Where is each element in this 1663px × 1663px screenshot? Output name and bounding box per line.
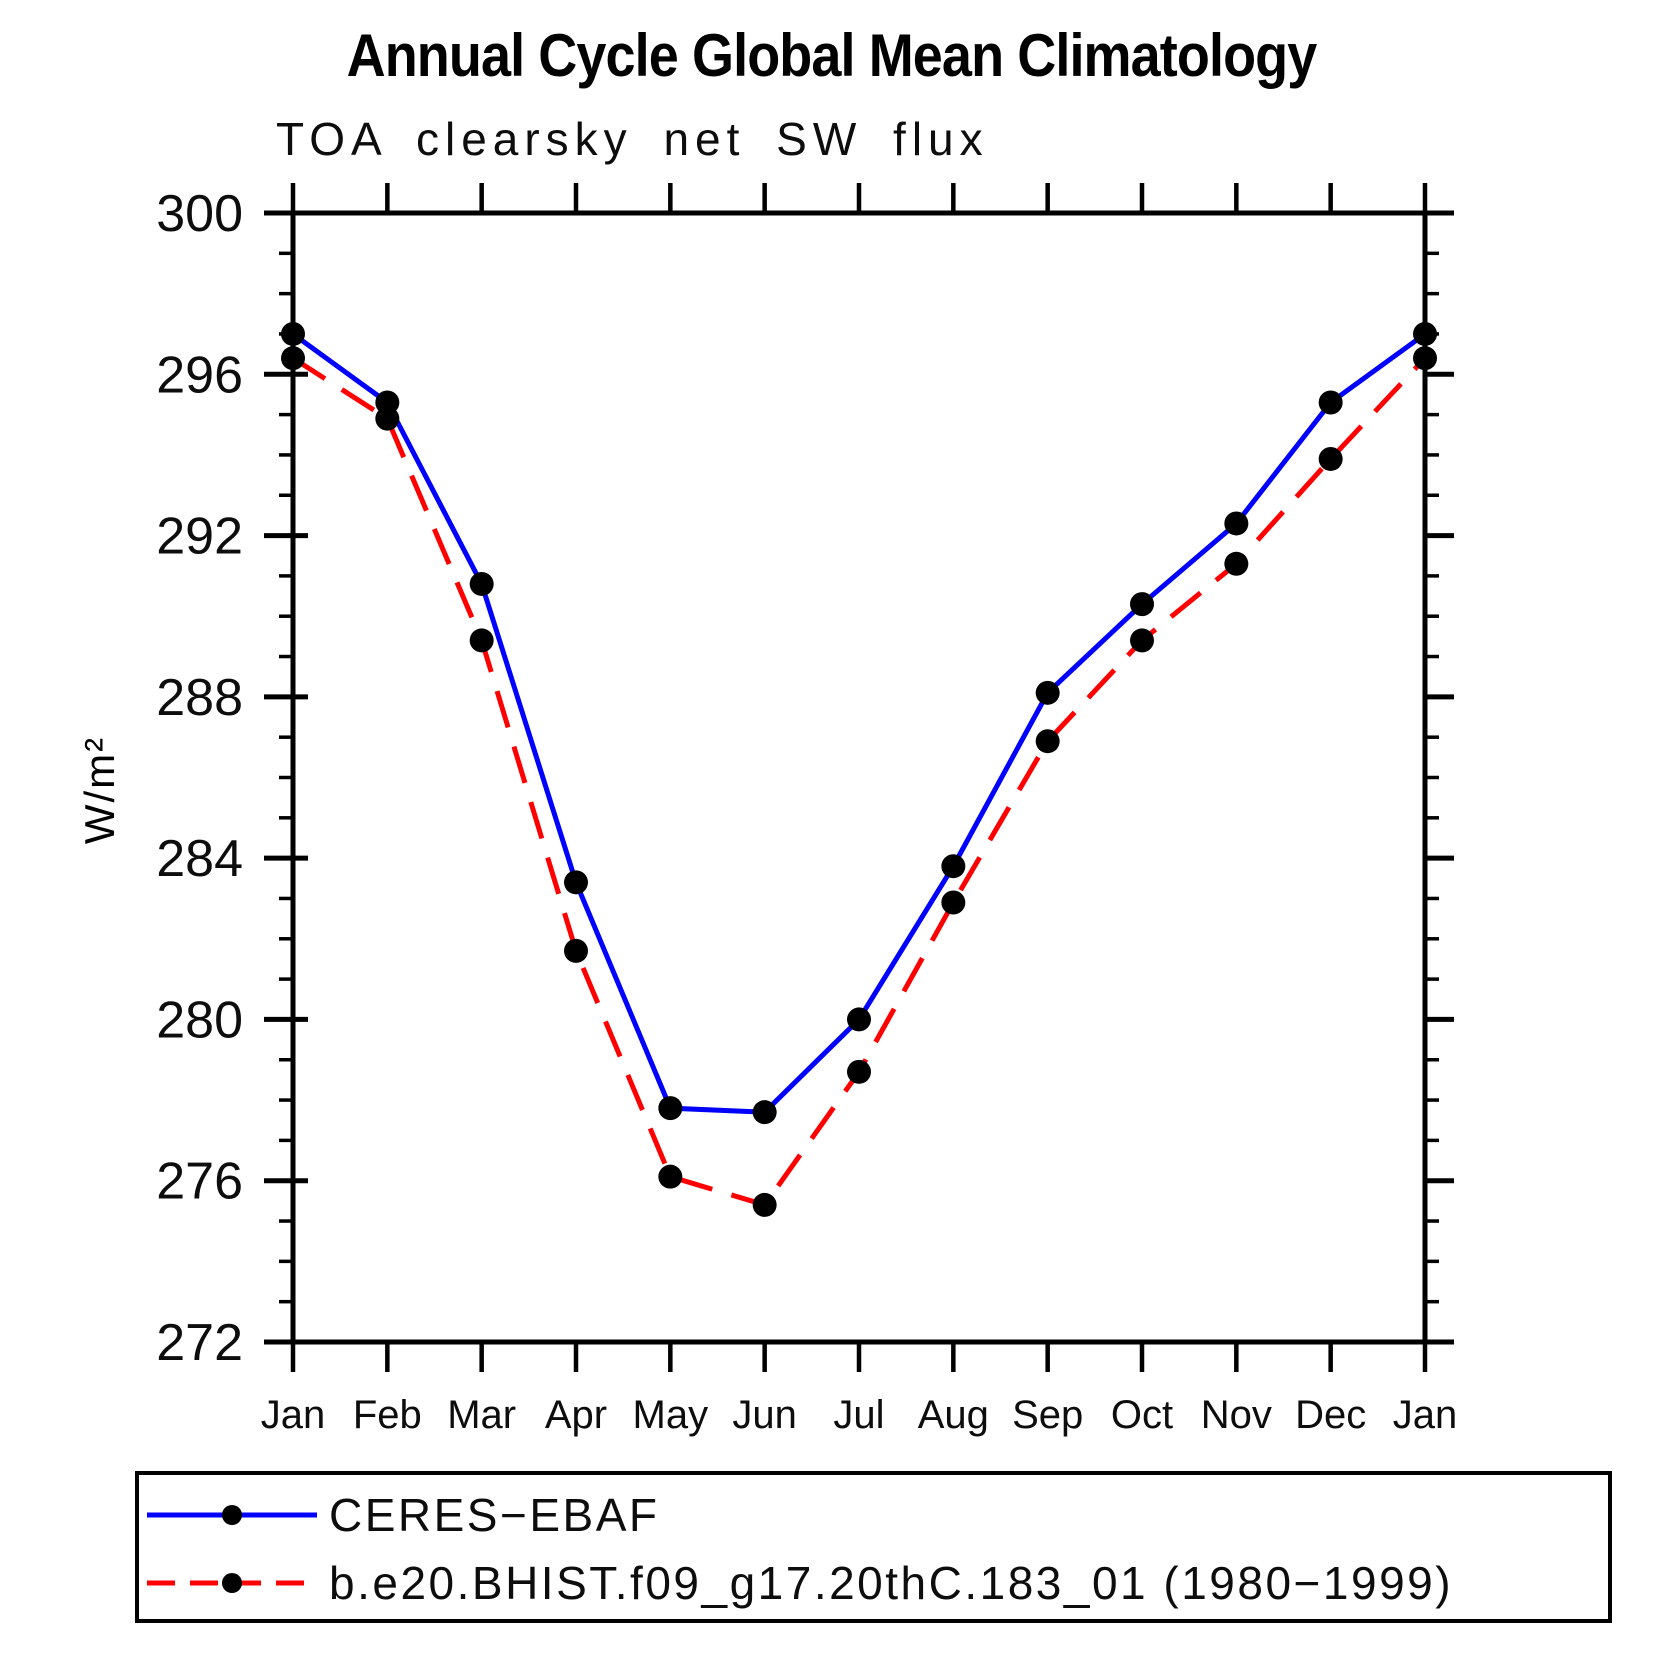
data-point-marker-model	[1224, 551, 1249, 576]
data-point-marker-model	[564, 938, 588, 963]
data-point-marker-ceres-ebaf	[752, 1100, 777, 1125]
data-point-marker-ceres-ebaf	[1224, 511, 1249, 536]
legend: CERES−EBAF b.e20.BHIST.f09_g17.20thC.183…	[135, 1471, 1612, 1623]
legend-label-obs: CERES−EBAF	[329, 1489, 660, 1541]
data-point-marker-model	[658, 1164, 683, 1189]
data-point-marker-model	[1413, 346, 1437, 371]
x-tick-label: Jun	[732, 1393, 797, 1437]
y-tick-label: 292	[156, 508, 243, 566]
series-line-ceres-ebaf	[291, 331, 1427, 1115]
data-point-marker-ceres-ebaf	[564, 870, 588, 895]
x-tick-label: Aug	[918, 1393, 989, 1437]
legend-item-model: b.e20.BHIST.f09_g17.20thC.183_01 (1980−1…	[145, 1555, 1453, 1611]
data-point-marker-ceres-ebaf	[281, 321, 305, 346]
data-point-marker-ceres-ebaf	[658, 1096, 683, 1121]
data-point-marker-ceres-ebaf	[1318, 390, 1343, 415]
x-tick-label: Apr	[545, 1393, 607, 1437]
data-point-marker-ceres-ebaf	[941, 854, 966, 879]
chart-subtitle: TOA clearsky net SW flux	[276, 113, 989, 165]
legend-obs-marker-icon	[222, 1505, 242, 1525]
data-point-marker-ceres-ebaf	[1130, 592, 1154, 617]
x-tick-label: May	[633, 1393, 709, 1437]
x-tick-label: Feb	[353, 1393, 422, 1437]
data-point-marker-model	[941, 890, 966, 915]
legend-swatch-obs	[147, 1505, 317, 1525]
legend-model-marker-icon	[222, 1573, 242, 1593]
data-point-marker-model	[1318, 446, 1343, 471]
legend-label-model: b.e20.BHIST.f09_g17.20thC.183_01 (1980−1…	[329, 1557, 1454, 1609]
x-tick-label: Mar	[447, 1393, 516, 1437]
x-tick-label: Nov	[1201, 1393, 1272, 1437]
legend-item-ceres-ebaf: CERES−EBAF	[145, 1487, 660, 1543]
y-tick-label: 284	[156, 830, 243, 888]
data-point-marker-model	[847, 1059, 871, 1084]
data-point-marker-model	[752, 1192, 777, 1217]
plot-area: Jan Feb Mar Apr May Jun Jul Aug Sep Oct Nov Dec Jan 2…	[156, 183, 1458, 1437]
data-point-marker-model	[1130, 628, 1154, 653]
x-tick-label: Jan	[1393, 1393, 1458, 1437]
data-point-marker-ceres-ebaf	[847, 1007, 871, 1032]
data-point-marker-ceres-ebaf	[1035, 680, 1060, 705]
chart-title: Annual Cycle Global Mean Climatology	[346, 22, 1318, 89]
y-tick-label: 276	[156, 1153, 243, 1211]
y-tick-label: 288	[156, 669, 243, 727]
x-tick-label: Jan	[261, 1393, 326, 1437]
y-tick-label: 272	[156, 1314, 243, 1372]
data-point-marker-model	[375, 406, 400, 431]
data-point-marker-model	[281, 346, 305, 371]
y-tick-label: 280	[156, 991, 243, 1049]
y-tick-label: 300	[156, 185, 243, 243]
legend-swatch-model	[147, 1573, 317, 1593]
x-tick-label: Oct	[1111, 1393, 1173, 1437]
x-tick-label: Dec	[1295, 1393, 1366, 1437]
y-tick-label: 296	[156, 346, 243, 404]
data-point-marker-model	[469, 628, 494, 653]
x-tick-label: Sep	[1012, 1393, 1083, 1437]
data-point-marker-ceres-ebaf	[469, 571, 494, 596]
data-point-marker-ceres-ebaf	[1413, 321, 1437, 346]
data-point-marker-model	[1035, 729, 1060, 754]
plot-frame	[290, 210, 1428, 1345]
x-tick-label: Jul	[833, 1393, 884, 1437]
